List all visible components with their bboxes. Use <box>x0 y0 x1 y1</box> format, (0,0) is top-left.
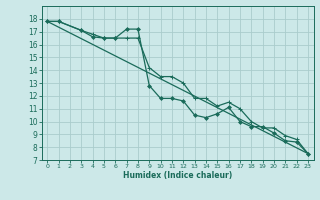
X-axis label: Humidex (Indice chaleur): Humidex (Indice chaleur) <box>123 171 232 180</box>
